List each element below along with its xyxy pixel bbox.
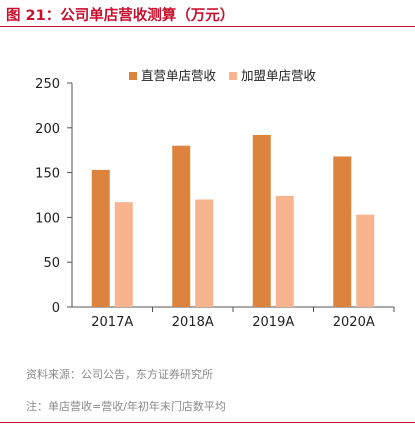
- bottom-divider: [0, 422, 415, 423]
- bar-direct-2019A: [252, 134, 271, 307]
- bar-franchise-2019A: [275, 195, 294, 307]
- x-tick-label: 2017A: [91, 315, 133, 330]
- title-divider: [0, 26, 415, 27]
- bar-chart: 0 50 100 150 200 250 2017A 2018A 2019A 2020A 直营单店营…: [35, 68, 395, 330]
- y-tick-label: 100: [35, 211, 60, 226]
- bar-direct-2018A: [172, 145, 191, 307]
- bar-direct-2020A: [333, 156, 352, 307]
- legend-swatch: [229, 72, 237, 80]
- figure-title: 图 21：公司单店营收测算（万元）: [6, 8, 235, 24]
- bar-franchise-2020A: [356, 214, 375, 307]
- legend-swatch: [129, 72, 137, 80]
- legend-label: 直营单店营收: [141, 68, 217, 83]
- x-tick-label: 2018A: [172, 315, 214, 330]
- x-tick-label: 2019A: [252, 315, 294, 330]
- y-tick-label: 200: [35, 122, 60, 137]
- bar-direct-2017A: [91, 169, 110, 307]
- bar-franchise-2018A: [195, 199, 214, 307]
- y-tick-label: 50: [43, 256, 60, 271]
- footnote: 注：单店营收=营收/年初年末门店数平均: [26, 400, 226, 413]
- bar-franchise-2017A: [114, 202, 133, 307]
- y-tick-label: 250: [35, 77, 60, 92]
- y-tick-label: 150: [35, 167, 60, 182]
- source-note: 资料来源：公司公告，东方证券研究所: [26, 368, 213, 381]
- legend-label: 加盟单店营收: [241, 68, 317, 83]
- y-tick-label: 0: [52, 301, 60, 316]
- x-tick-label: 2020A: [333, 315, 375, 330]
